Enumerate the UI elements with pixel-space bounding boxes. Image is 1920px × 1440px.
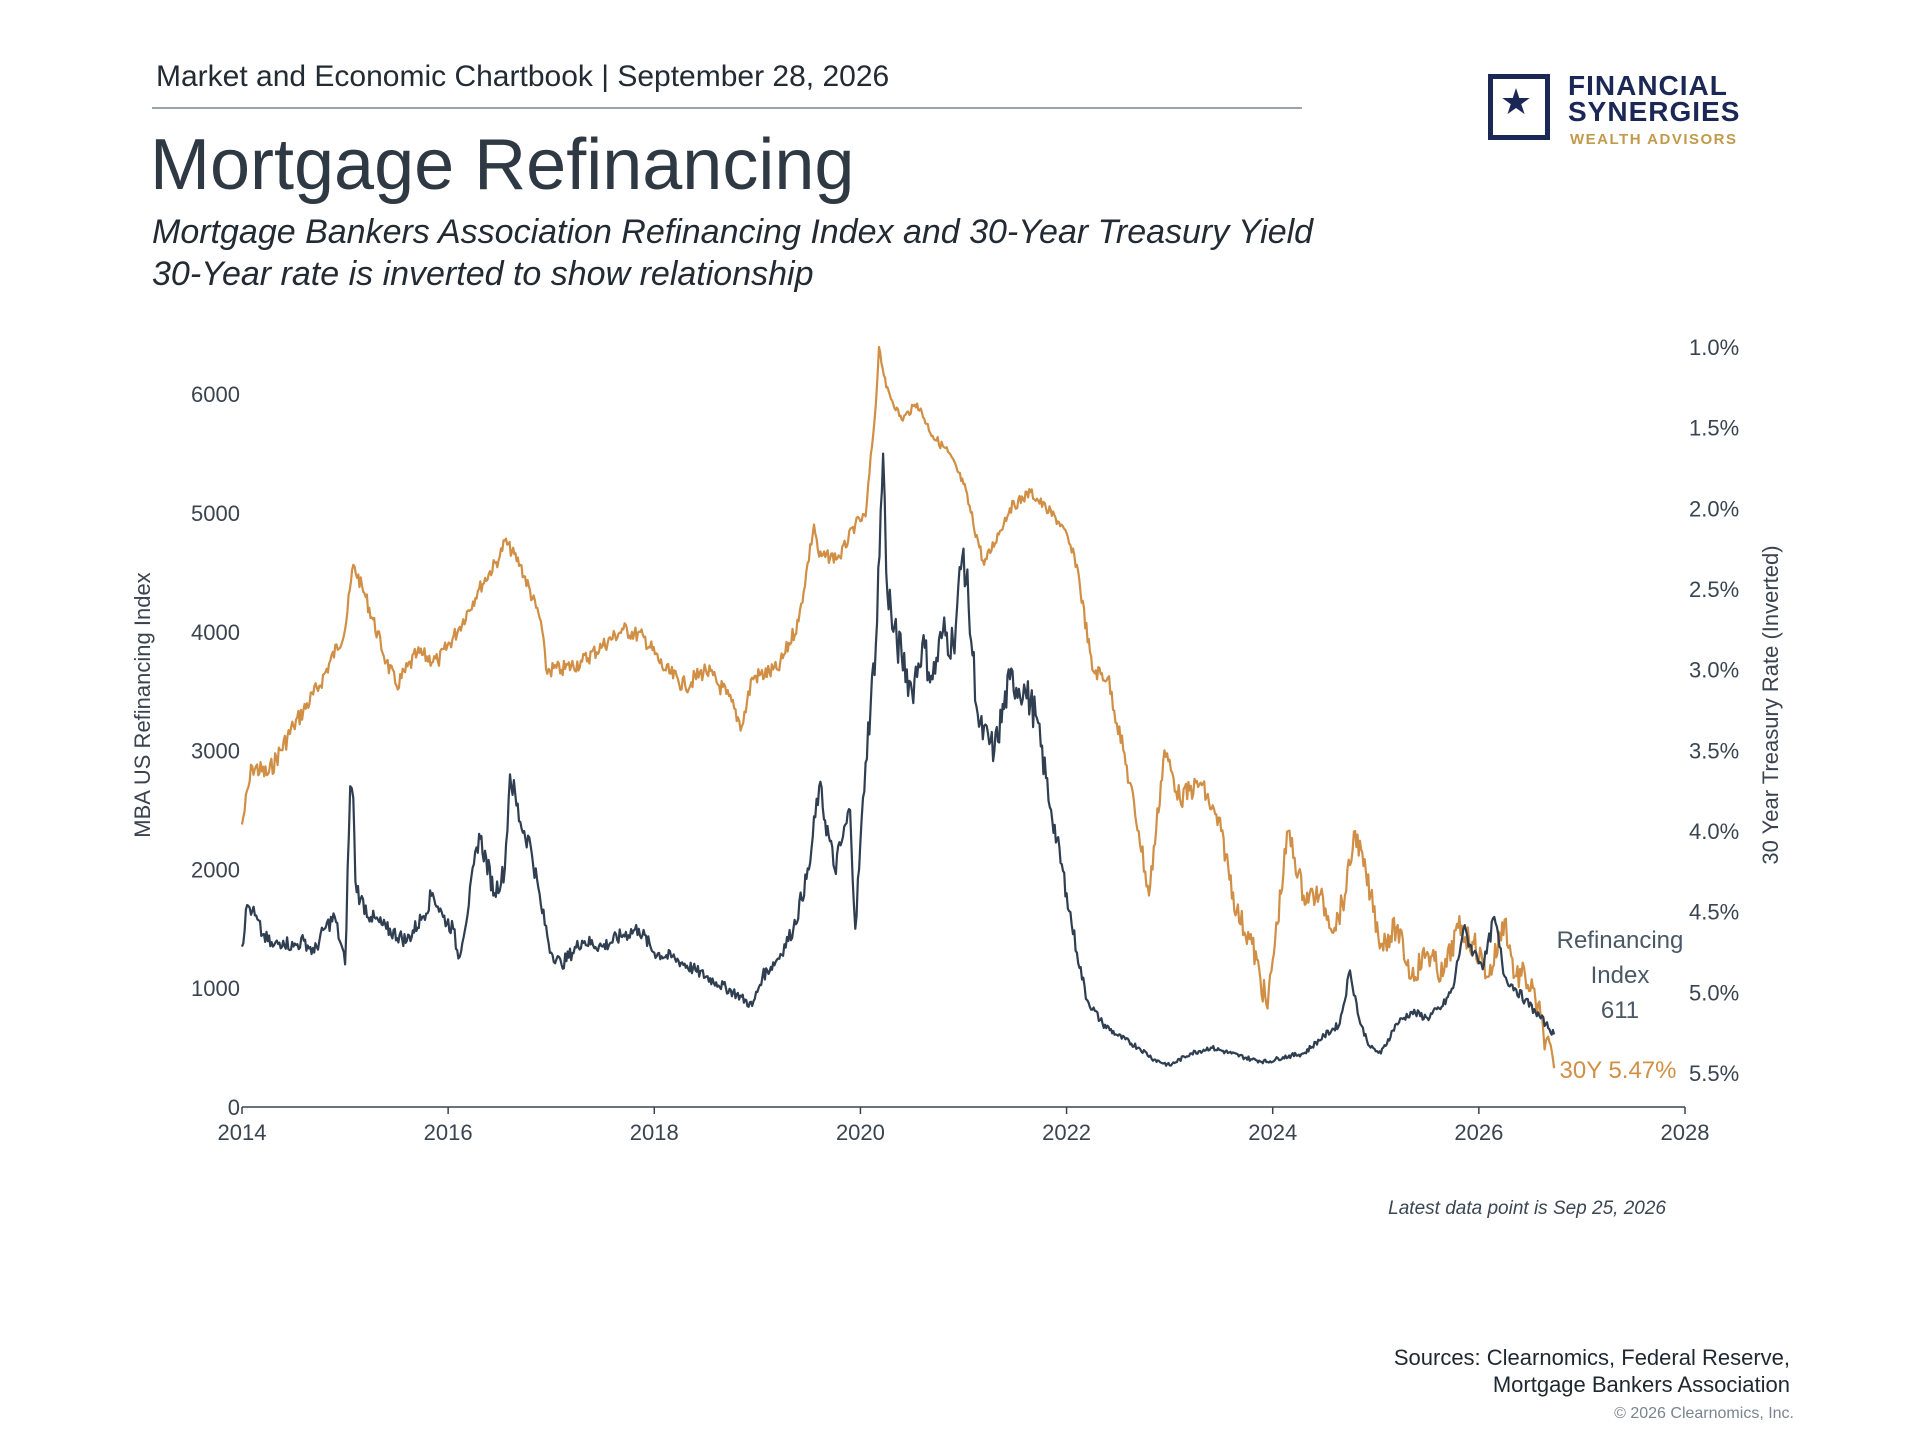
sources-note: Sources: Clearnomics, Federal Reserve, M… <box>1394 1344 1790 1398</box>
y-right-tick-labels: 1.0% 1.5% 2.0% 2.5% 3.0% 3.5% 4.0% 4.5% 5.0% 5.5% <box>1689 335 1739 1086</box>
y-left-tick-label-2000: 2000 <box>191 857 240 882</box>
y-right-tick-label-3.5%: 3.5% <box>1689 738 1739 763</box>
x-tick-label-2024: 2024 <box>1248 1120 1297 1145</box>
y-right-tick-label-5.0%: 5.0% <box>1689 980 1739 1005</box>
y-right-tick-label-1.5%: 1.5% <box>1689 416 1739 441</box>
y-right-tick-label-2.0%: 2.0% <box>1689 496 1739 521</box>
x-tick-label-2016: 2016 <box>424 1120 473 1145</box>
y-left-tick-label-1000: 1000 <box>191 976 240 1001</box>
series-line-refinancing-index <box>240 452 1556 1067</box>
page-title: Mortgage Refinancing <box>150 125 855 205</box>
y-left-tick-label-3000: 3000 <box>191 739 240 764</box>
x-tick-label-2020: 2020 <box>836 1120 885 1145</box>
sources-line-1: Sources: Clearnomics, Federal Reserve, <box>1393 1345 1790 1370</box>
x-tick-label-2022: 2022 <box>1042 1120 1091 1145</box>
y-right-tick-label-3.0%: 3.0% <box>1689 658 1739 683</box>
x-tick-label-2018: 2018 <box>630 1120 679 1145</box>
series-line-30y-rate <box>240 345 1556 1069</box>
sources-line-2: Mortgage Bankers Association <box>1492 1372 1790 1397</box>
x-tick-labels: 2014 2016 2018 2020 2022 2024 2026 2028 <box>218 1107 1710 1145</box>
logo-box: ★ <box>1488 74 1550 140</box>
x-tick-label-2026: 2026 <box>1454 1120 1503 1145</box>
y-right-axis-label: 30 Year Treasury Rate (Inverted) <box>1758 545 1783 864</box>
logo-text-synergies: SYNERGIES <box>1568 96 1741 127</box>
x-tick-label-2028: 2028 <box>1661 1120 1710 1145</box>
logo-text-wealth-advisors: WEALTH ADVISORS <box>1570 131 1738 148</box>
x-tick-label-2014: 2014 <box>218 1120 267 1145</box>
annotation-rate-value: 30Y 5.47% <box>1560 1057 1677 1084</box>
y-right-tick-label-1.0%: 1.0% <box>1689 335 1739 360</box>
logo-text-financial: FINANCIAL <box>1568 70 1728 101</box>
y-left-tick-label-5000: 5000 <box>191 501 240 526</box>
latest-data-note: Latest data point is Sep 25, 2026 <box>1388 1198 1666 1219</box>
chart-subtitle-2: 30-Year rate is inverted to show relatio… <box>152 255 814 293</box>
header-divider <box>152 107 1302 109</box>
y-right-tick-label-2.5%: 2.5% <box>1689 577 1739 602</box>
y-left-tick-labels: 0 1000 2000 3000 4000 5000 6000 <box>191 382 240 1120</box>
chart-subtitle-1: Mortgage Bankers Association Refinancing… <box>152 213 1314 251</box>
company-logo: ★ FINANCIAL SYNERGIES WEALTH ADVISORS <box>1488 70 1788 154</box>
star-icon: ★ <box>1499 81 1533 122</box>
y-right-tick-label-4.5%: 4.5% <box>1689 900 1739 925</box>
chartbook-header: Market and Economic Chartbook | Septembe… <box>156 60 890 93</box>
annotation-refi-label-1: Refinancing <box>1557 927 1684 954</box>
y-right-tick-label-4.0%: 4.0% <box>1689 819 1739 844</box>
copyright-note: © 2026 Clearnomics, Inc. <box>1614 1405 1794 1422</box>
y-left-tick-label-4000: 4000 <box>191 620 240 645</box>
y-right-tick-label-5.5%: 5.5% <box>1689 1061 1739 1086</box>
y-left-tick-label-0: 0 <box>228 1095 240 1120</box>
annotation-refi-label-2: Index <box>1591 962 1650 989</box>
annotation-refi-value: 611 <box>1601 997 1639 1024</box>
y-left-tick-label-6000: 6000 <box>191 382 240 407</box>
y-left-axis-label: MBA US Refinancing Index <box>130 572 155 837</box>
